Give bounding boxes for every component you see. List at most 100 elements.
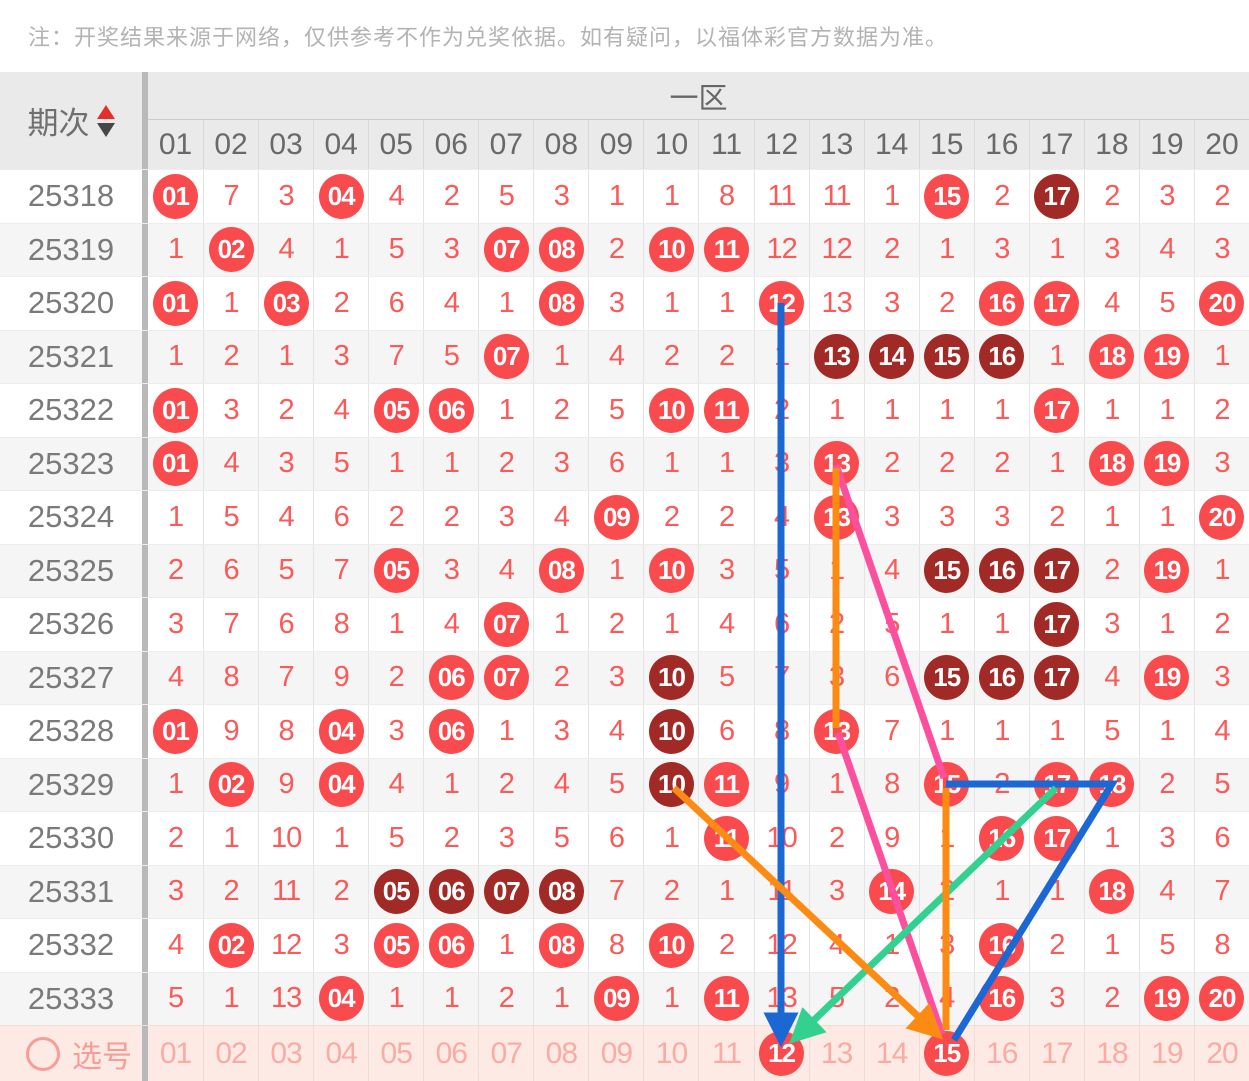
miss-count-cell: 5 bbox=[368, 812, 423, 865]
pick-cell-06[interactable]: 06 bbox=[423, 1026, 478, 1081]
pick-cell-10[interactable]: 10 bbox=[643, 1026, 698, 1081]
pick-cell-13[interactable]: 13 bbox=[808, 1026, 864, 1081]
miss-count-cell: 7 bbox=[588, 865, 643, 918]
sort-asc-icon[interactable] bbox=[96, 104, 115, 119]
miss-count-cell: 2 bbox=[258, 384, 313, 437]
pick-cell-12[interactable]: 12 bbox=[753, 1026, 809, 1081]
pick-cell-08[interactable]: 08 bbox=[533, 1026, 588, 1081]
hit-ball-cell: 06 bbox=[423, 919, 478, 972]
miss-count-cell: 8 bbox=[863, 758, 919, 811]
miss-count-cell: 1 bbox=[808, 544, 864, 597]
miss-count-cell: 7 bbox=[313, 544, 368, 597]
column-header-19: 19 bbox=[1138, 120, 1194, 169]
miss-count-cell: 5 bbox=[368, 223, 423, 276]
miss-count-cell: 5 bbox=[423, 330, 478, 383]
pick-cell-01[interactable]: 01 bbox=[159, 1036, 192, 1070]
miss-count-cell: 2 bbox=[973, 437, 1029, 490]
pick-cell-20[interactable]: 20 bbox=[1193, 1026, 1249, 1081]
miss-count-cell: 1 bbox=[753, 330, 809, 383]
miss-count-cell: 1 bbox=[1083, 491, 1139, 544]
miss-count-cell: 2 bbox=[368, 651, 423, 704]
period-value: 25325 bbox=[0, 544, 148, 597]
picked-ball[interactable]: 15 bbox=[924, 1031, 970, 1076]
pick-cell-09[interactable]: 09 bbox=[588, 1026, 643, 1081]
miss-count-cell: 2 bbox=[588, 223, 643, 276]
hit-ball: 04 bbox=[318, 976, 364, 1022]
pick-cell-04[interactable]: 04 bbox=[313, 1026, 368, 1081]
miss-count-cell: 9 bbox=[258, 758, 313, 811]
period-value: 25333 bbox=[0, 972, 148, 1025]
pick-cell-03[interactable]: 03 bbox=[258, 1026, 313, 1081]
miss-count-cell: 4 bbox=[368, 170, 423, 223]
miss-count-cell: 6 bbox=[368, 277, 423, 330]
table-row-25319: 25319 1 02 4 1 5 3 07 08 2 10 11 12 12 2 1 3 1 3 4 3 bbox=[0, 222, 1249, 276]
miss-count-cell: 8 bbox=[1193, 919, 1249, 972]
column-headers: 01 02 03 04 05 06 07 08 09 10 11 12 13 14 15 16 17 18 19 20 bbox=[148, 120, 1249, 169]
miss-count-cell: 3 bbox=[863, 277, 919, 330]
hit-ball: 09 bbox=[593, 494, 639, 540]
pick-cell-16[interactable]: 16 bbox=[973, 1026, 1029, 1081]
miss-count-cell: 2 bbox=[698, 330, 753, 383]
miss-count-cell: 8 bbox=[588, 919, 643, 972]
hit-ball-cell: 08 bbox=[533, 919, 588, 972]
period-sort-header[interactable]: 期次 bbox=[0, 72, 148, 169]
miss-count-cell: 8 bbox=[698, 170, 753, 223]
miss-count-cell: 5 bbox=[1138, 277, 1194, 330]
pick-cell-19[interactable]: 19 bbox=[1138, 1026, 1194, 1081]
repeat-ball-cell: 17 bbox=[1028, 544, 1084, 597]
miss-count-cell: 11 bbox=[753, 170, 809, 223]
pick-cell-17[interactable]: 17 bbox=[1028, 1026, 1084, 1081]
table-row-25321: 25321 1 2 1 3 7 5 07 1 4 2 2 1 13 14 15 16 1 18 19 1 bbox=[0, 329, 1249, 383]
miss-count-cell: 12 bbox=[808, 223, 864, 276]
miss-count-cell: 1 bbox=[313, 223, 368, 276]
hit-ball: 16 bbox=[979, 280, 1025, 326]
column-header-08: 08 bbox=[533, 120, 588, 169]
miss-count-cell: 2 bbox=[643, 330, 698, 383]
pick-cell-07[interactable]: 07 bbox=[478, 1026, 533, 1081]
pick-cell-18[interactable]: 18 bbox=[1083, 1026, 1139, 1081]
hit-ball: 19 bbox=[1144, 976, 1190, 1022]
pick-cell-05[interactable]: 05 bbox=[368, 1026, 423, 1081]
hit-ball: 09 bbox=[593, 976, 639, 1022]
repeat-ball: 17 bbox=[1034, 655, 1080, 701]
pick-cell-11[interactable]: 11 bbox=[698, 1026, 753, 1081]
miss-count-cell: 3 bbox=[478, 491, 533, 544]
miss-count-cell: 5 bbox=[258, 544, 313, 597]
hit-ball: 19 bbox=[1144, 334, 1190, 380]
miss-count-cell: 1 bbox=[1193, 330, 1249, 383]
miss-count-cell: 8 bbox=[203, 651, 258, 704]
miss-count-cell: 3 bbox=[423, 223, 478, 276]
miss-count-cell: 9 bbox=[313, 651, 368, 704]
sort-desc-icon[interactable] bbox=[96, 122, 115, 137]
miss-count-cell: 2 bbox=[368, 491, 423, 544]
miss-count-cell: 2 bbox=[973, 758, 1029, 811]
miss-count-cell: 5 bbox=[863, 598, 919, 651]
picked-ball[interactable]: 12 bbox=[759, 1031, 805, 1076]
hit-ball: 17 bbox=[1034, 387, 1080, 433]
miss-count-cell: 2 bbox=[808, 812, 864, 865]
miss-count-cell: 7 bbox=[203, 170, 258, 223]
hit-ball: 10 bbox=[648, 548, 694, 594]
miss-count-cell: 1 bbox=[167, 500, 184, 533]
miss-count-cell: 4 bbox=[423, 277, 478, 330]
miss-count-cell: 3 bbox=[478, 812, 533, 865]
hit-ball-cell: 10 bbox=[643, 544, 698, 597]
miss-count-cell: 6 bbox=[258, 598, 313, 651]
repeat-ball: 14 bbox=[869, 334, 915, 380]
miss-count-cell: 3 bbox=[423, 544, 478, 597]
repeat-ball-cell: 07 bbox=[478, 865, 533, 918]
miss-count-cell: 1 bbox=[1138, 598, 1194, 651]
miss-count-cell: 5 bbox=[533, 812, 588, 865]
pick-cell-02[interactable]: 02 bbox=[203, 1026, 258, 1081]
hit-ball-cell: 07 bbox=[478, 223, 533, 276]
miss-count-cell: 4 bbox=[533, 758, 588, 811]
miss-count-cell: 7 bbox=[203, 598, 258, 651]
hit-ball-cell: 20 bbox=[1193, 972, 1249, 1025]
pick-cell-14[interactable]: 14 bbox=[863, 1026, 919, 1081]
column-header-09: 09 bbox=[588, 120, 643, 169]
hit-ball-cell: 17 bbox=[1028, 384, 1084, 437]
sort-icons[interactable] bbox=[96, 104, 115, 137]
pick-cell-15[interactable]: 15 bbox=[918, 1026, 974, 1081]
miss-count-cell: 9 bbox=[863, 812, 919, 865]
hit-ball: 07 bbox=[483, 334, 529, 380]
